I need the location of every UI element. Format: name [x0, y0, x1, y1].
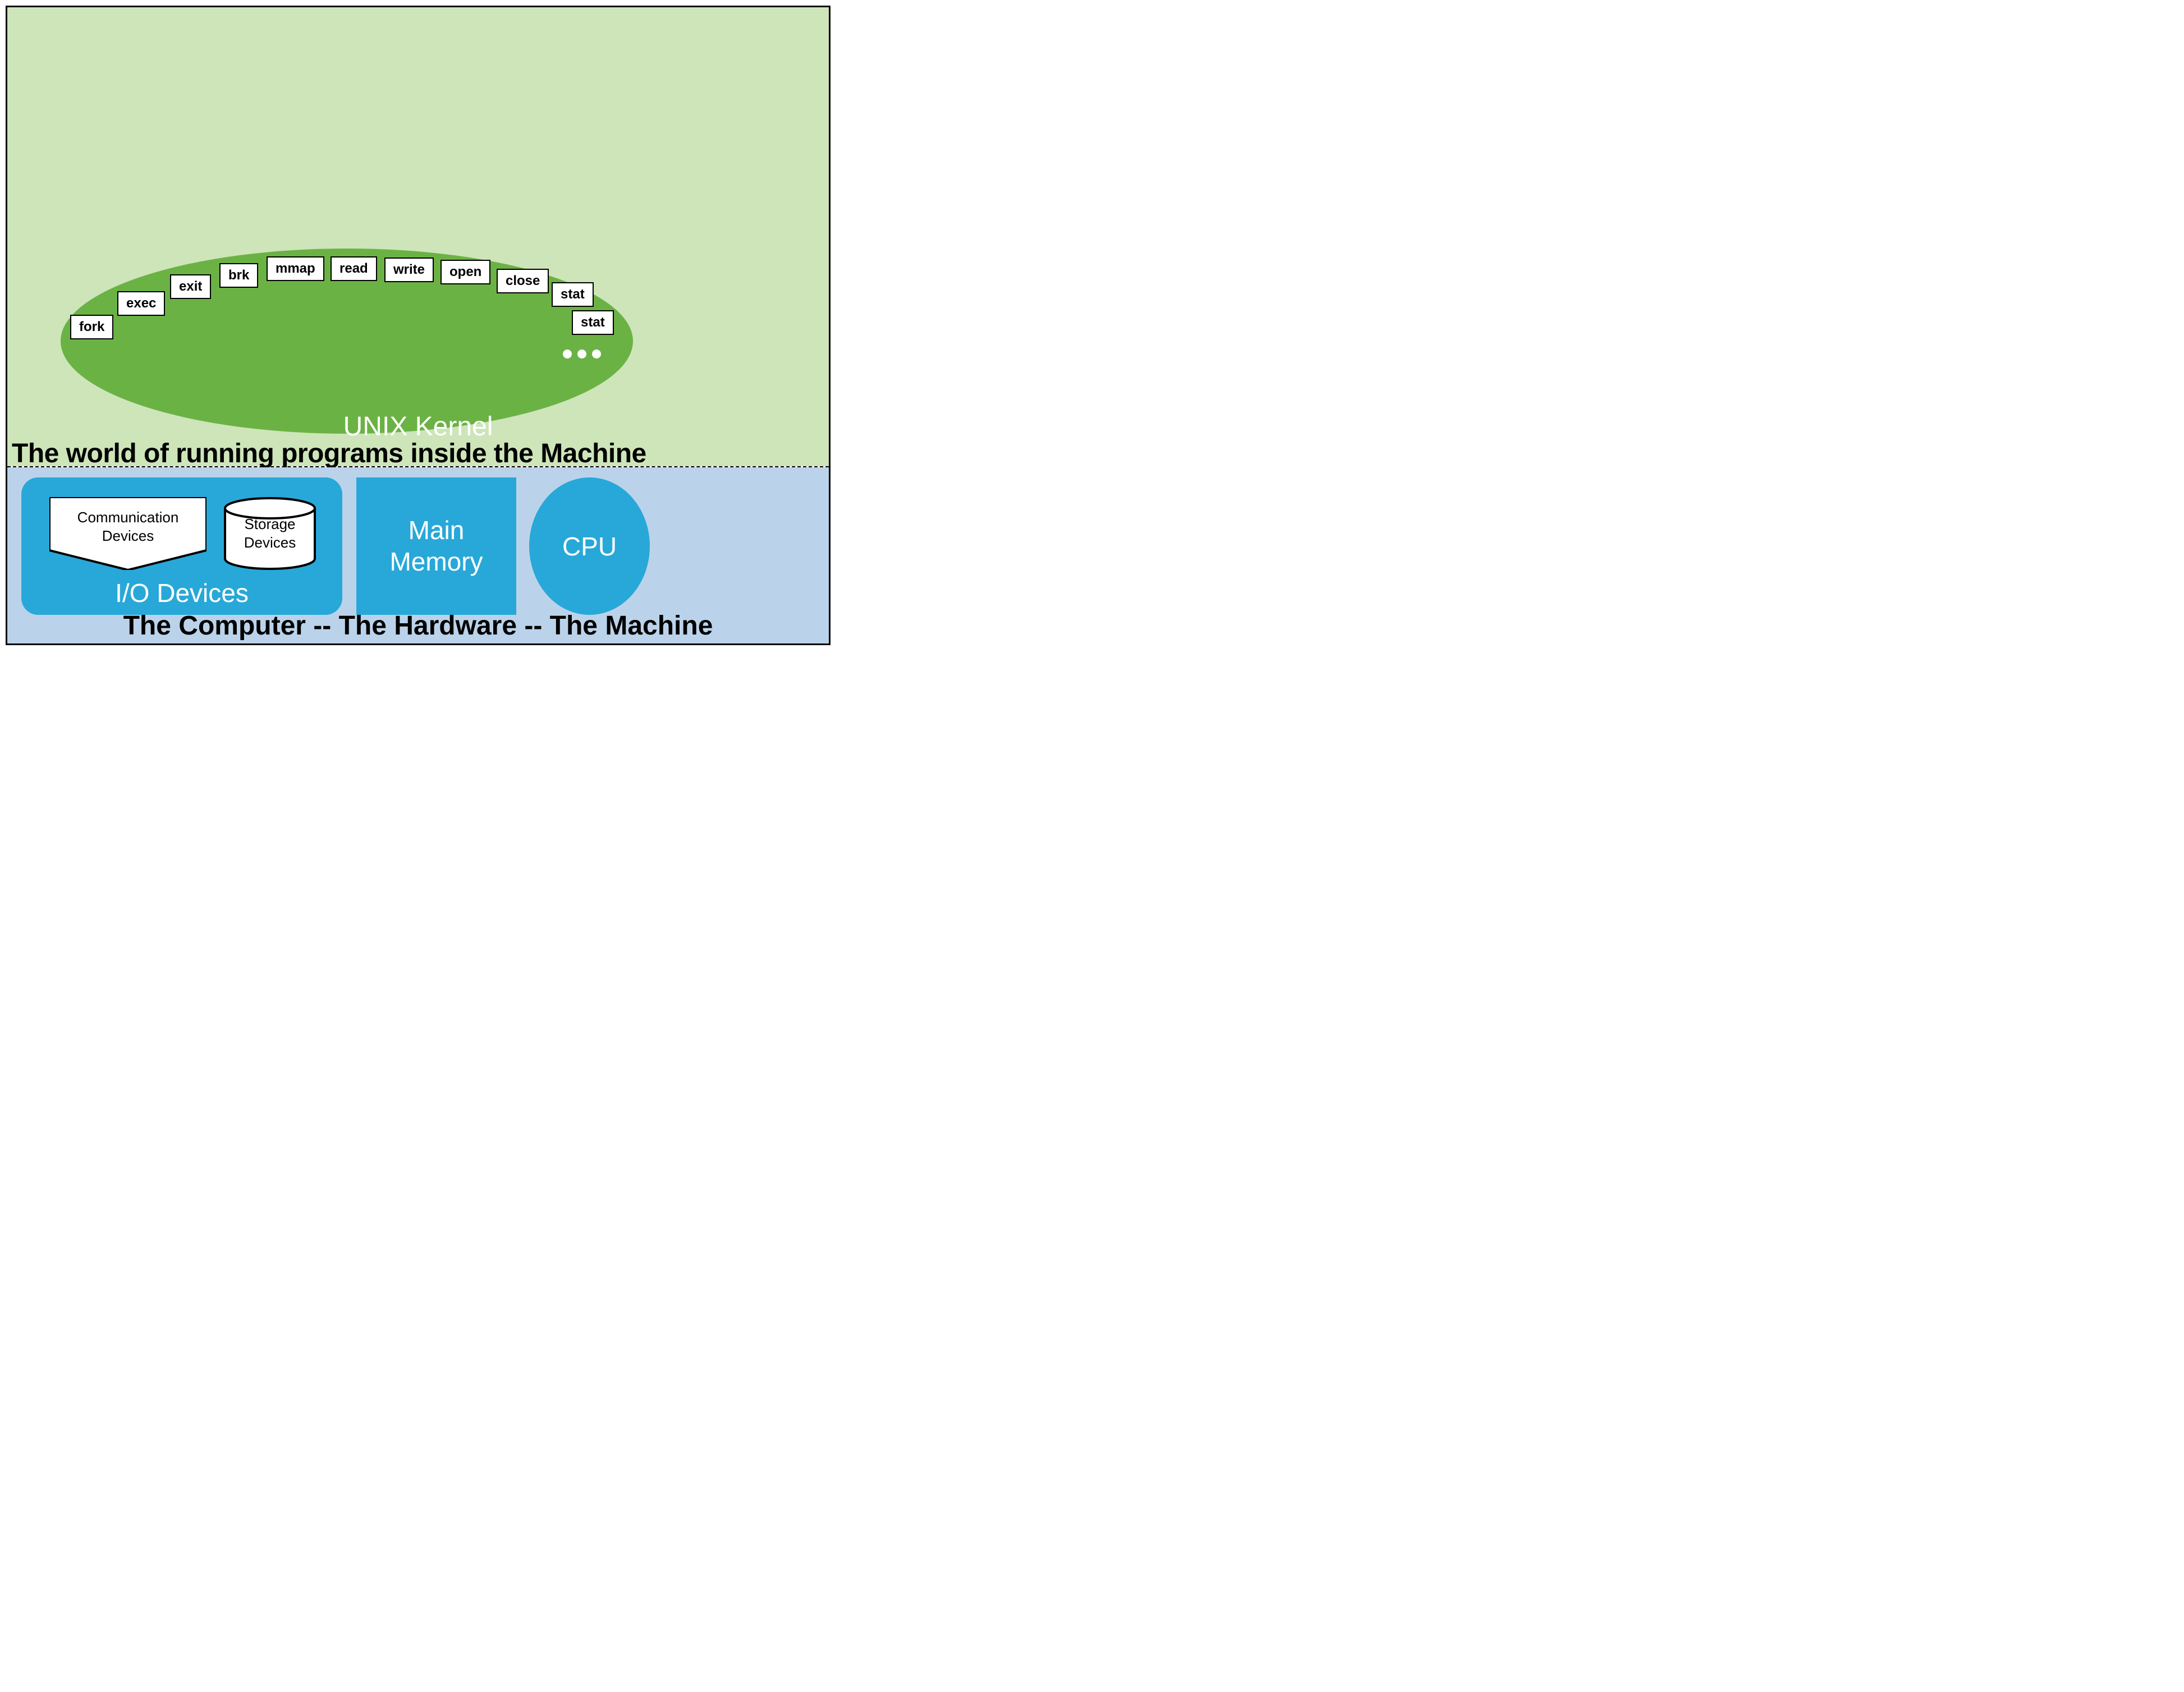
- comm-device-label: Communication Devices: [49, 508, 207, 545]
- syscall-read-5: read: [331, 256, 377, 281]
- storage-label-line1: Storage: [244, 516, 295, 532]
- comm-label-line1: Communication: [77, 509, 179, 526]
- storage-label-line2: Devices: [244, 534, 296, 551]
- syscall-stat-9: stat: [552, 282, 594, 307]
- io-devices-box: Communication Devices Storage Devices I/…: [21, 477, 342, 615]
- upper-caption: The world of running programs inside the…: [7, 438, 829, 469]
- storage-device-label: Storage Devices: [222, 515, 318, 551]
- unix-architecture-diagram: forkexecexitbrkmmapreadwriteopenclosesta…: [6, 6, 831, 645]
- kernel-label: UNIX Kernel: [7, 411, 829, 442]
- memory-label-line2: Memory: [389, 547, 483, 576]
- main-memory-box: Main Memory: [356, 477, 516, 615]
- io-devices-label: I/O Devices: [21, 578, 342, 608]
- syscall-fork-0: fork: [70, 315, 113, 339]
- syscall-stat-10: stat: [572, 310, 614, 335]
- programs-world-region: forkexecexitbrkmmapreadwriteopenclosesta…: [7, 7, 829, 467]
- main-memory-label: Main Memory: [389, 515, 483, 577]
- syscall-exit-2: exit: [170, 274, 211, 299]
- hardware-region: Communication Devices Storage Devices I/…: [7, 467, 829, 643]
- cpu-label: CPU: [562, 531, 617, 562]
- syscall-open-7: open: [441, 260, 490, 284]
- cpu-ellipse: CPU: [529, 477, 650, 615]
- syscall-close-8: close: [497, 269, 549, 293]
- comm-label-line2: Devices: [102, 527, 154, 544]
- storage-devices-shape: Storage Devices: [222, 497, 318, 570]
- memory-label-line1: Main: [409, 516, 465, 545]
- syscall-write-6: write: [384, 258, 434, 282]
- syscall-exec-1: exec: [117, 291, 165, 316]
- lower-caption: The Computer -- The Hardware -- The Mach…: [7, 610, 829, 641]
- ellipsis-icon: [563, 350, 601, 358]
- syscall-brk-3: brk: [219, 263, 258, 288]
- syscall-mmap-4: mmap: [267, 256, 324, 281]
- communication-devices-shape: Communication Devices: [49, 497, 207, 570]
